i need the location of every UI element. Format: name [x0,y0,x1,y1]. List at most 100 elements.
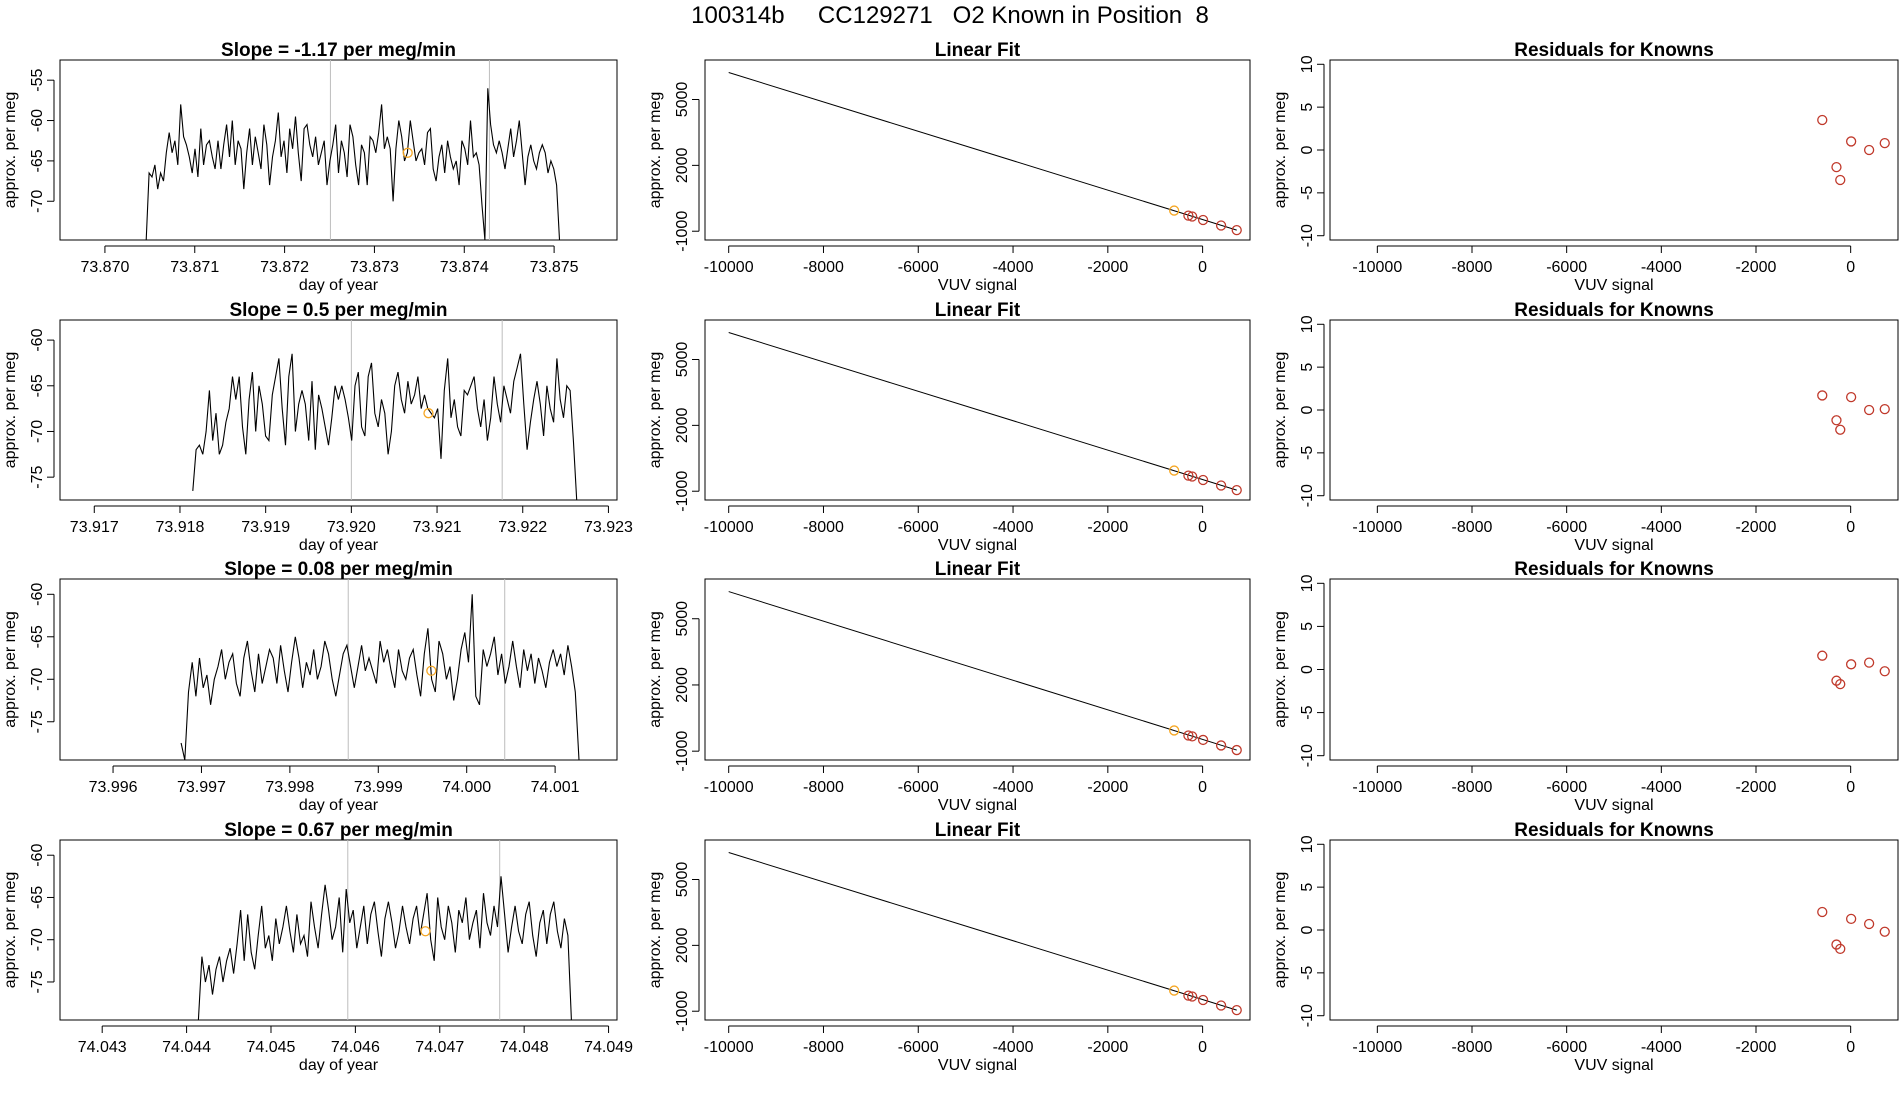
linear-fit-3-x-tick-label: -10000 [704,779,754,796]
timeseries-2-y-tick-label: -60 [29,328,46,351]
residuals-3-x-tick-label: -6000 [1546,779,1587,796]
timeseries-2-x-tick-label: 73.917 [70,519,119,536]
timeseries-2-x-tick-label: 73.922 [498,519,547,536]
residuals-2-residual-point [1863,404,1875,416]
linear-fit-3-frame [704,578,1251,761]
residuals-1-residual-point [1863,144,1875,156]
residuals-1-residual-point [1845,136,1857,147]
linear-fit-3-sample-point [1169,725,1180,736]
timeseries-3-panel [47,578,618,773]
timeseries-4-y-axis-label: approx. per meg [2,872,19,989]
timeseries-2-x-tick-label: 73.920 [327,519,376,536]
timeseries-3-y-tick-label: -70 [29,668,46,691]
timeseries-3-trace-line [180,594,580,761]
linear-fit-3-known-point [1215,740,1227,751]
timeseries-3-x-tick-label: 74.000 [442,779,491,796]
timeseries-4-title: Slope = 0.67 per meg/min [224,820,453,841]
linear-fit-4-x-tick-label: -4000 [993,1039,1034,1056]
residuals-4-residual-point [1879,926,1890,937]
residuals-4-x-axis-label: VUV signal [1574,1057,1653,1074]
residuals-4-x-tick-label: -6000 [1546,1039,1587,1056]
residuals-2-y-axis-label: approx. per meg [1272,352,1289,469]
linear-fit-2-x-tick-label: -6000 [898,519,939,536]
linear-fit-4-y-axis-label: approx. per meg [647,872,664,989]
linear-fit-2-y-axis-label: approx. per meg [647,352,664,469]
linear-fit-2-x-tick-label: 0 [1198,519,1207,536]
residuals-3-y-tick-label: -10 [1299,744,1316,767]
timeseries-2-x-tick-label: 73.921 [413,519,462,536]
linear-fit-1-x-tick-label: -10000 [704,259,754,276]
residuals-4-residual-point [1835,943,1846,955]
residuals-2-x-tick-label: -2000 [1736,519,1777,536]
residuals-3-x-tick-label: -2000 [1736,779,1777,796]
residuals-1-residual-point [1879,137,1890,149]
timeseries-3-x-tick-label: 73.999 [354,779,403,796]
residuals-3-residual-point [1817,650,1828,661]
residuals-1-x-tick-label: -2000 [1736,259,1777,276]
residuals-2-residual-point [1845,391,1857,403]
linear-fit-1-sample-point [1169,205,1180,216]
residuals-2-residual-point [1817,390,1828,401]
linear-fit-1-title: Linear Fit [935,40,1021,61]
residuals-2-x-tick-label: -8000 [1452,519,1493,536]
residuals-4-x-tick-label: -8000 [1452,1039,1493,1056]
timeseries-4-y-tick-label: -65 [29,886,46,909]
linear-fit-4-x-tick-label: 0 [1198,1039,1207,1056]
residuals-2-residual-point [1831,415,1842,426]
residuals-4-y-axis-label: approx. per meg [1272,872,1289,989]
residuals-2-x-axis-label: VUV signal [1574,537,1653,554]
residuals-2-x-tick-label: -4000 [1641,519,1682,536]
linear-fit-2-fit-line [728,332,1237,491]
linear-fit-2-y-tick-label: 2000 [674,407,691,443]
residuals-3-y-axis-label: approx. per meg [1272,611,1289,728]
linear-fit-3-x-axis-label: VUV signal [938,797,1017,814]
timeseries-1-y-axis-label: approx. per meg [2,92,19,209]
timeseries-2-y-axis-label: approx. per meg [2,352,19,469]
timeseries-4-x-tick-label: 74.047 [415,1039,464,1056]
timeseries-4-x-axis-label: day of year [299,1057,379,1074]
timeseries-1-frame [59,59,618,241]
residuals-1-y-tick-label: -10 [1299,224,1316,247]
linear-fit-4-x-axis-label: VUV signal [938,1057,1017,1074]
linear-fit-4-known-point [1197,994,1209,1006]
residuals-1-y-tick-label: -5 [1299,186,1316,200]
linear-fit-1-y-axis-label: approx. per meg [647,92,664,209]
linear-fit-4-x-tick-label: -10000 [704,1039,754,1056]
residuals-2-x-tick-label: 0 [1846,519,1855,536]
linear-fit-3-x-tick-label: -6000 [898,779,939,796]
linear-fit-1-known-point [1187,211,1198,222]
linear-fit-2-x-tick-label: -4000 [993,519,1034,536]
residuals-3-x-tick-label: 0 [1846,779,1855,796]
linear-fit-3-y-tick-label: -1000 [674,731,691,772]
residuals-1-x-tick-label: 0 [1846,259,1855,276]
linear-fit-1-known-point [1197,214,1209,226]
residuals-3-residual-point [1863,657,1875,668]
residuals-1-residual-point [1831,161,1842,173]
timeseries-1-trace-line [145,88,561,241]
linear-fit-3-x-tick-label: -8000 [803,779,844,796]
timeseries-3-y-axis-label: approx. per meg [2,611,19,728]
timeseries-3-x-tick-label: 73.996 [89,779,138,796]
linear-fit-2-y-tick-label: 5000 [674,342,691,378]
residuals-1-title: Residuals for Knowns [1514,40,1714,61]
residuals-4-x-tick-label: -4000 [1641,1039,1682,1056]
residuals-3-residual-point [1845,659,1857,670]
timeseries-1-y-tick-label: -55 [29,69,46,92]
linear-fit-4-title: Linear Fit [935,820,1021,841]
linear-fit-3-panel [692,578,1251,773]
linear-fit-2-known-point [1215,480,1227,491]
timeseries-4-x-tick-label: 74.045 [247,1039,296,1056]
linear-fit-1-known-point [1231,224,1242,236]
residuals-1-x-tick-label: -4000 [1641,259,1682,276]
linear-fit-3-known-point [1231,744,1242,756]
residuals-1-frame [1329,59,1899,241]
residuals-4-residual-point [1845,913,1857,925]
timeseries-3-y-tick-label: -60 [29,583,46,606]
linear-fit-2-x-axis-label: VUV signal [938,537,1017,554]
timeseries-1-y-tick-label: -70 [29,190,46,213]
linear-fit-1-fit-line [728,72,1237,231]
residuals-3-residual-point [1879,666,1890,677]
residuals-2-y-tick-label: -5 [1299,446,1316,460]
linear-fit-2-frame [704,319,1251,501]
linear-fit-2-known-point [1183,470,1194,481]
